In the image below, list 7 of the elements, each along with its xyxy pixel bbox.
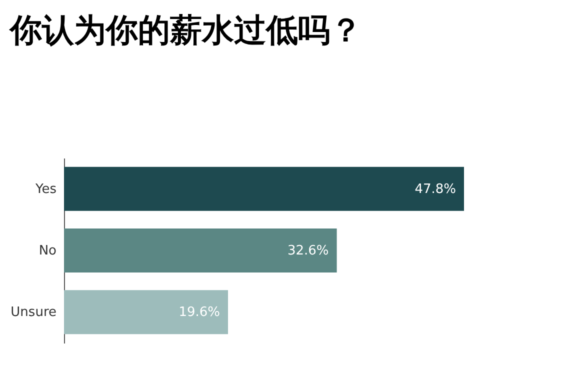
data-label: 32.6% (287, 244, 329, 258)
y-tick-label: Unsure (10, 305, 56, 320)
data-label: 19.6% (178, 305, 220, 320)
y-tick-label: No (38, 244, 57, 258)
y-tick-label: Yes (34, 182, 57, 197)
chart-title: 你认为你的薪水过低吗？ (8, 12, 362, 48)
data-label: 47.8% (414, 182, 456, 197)
